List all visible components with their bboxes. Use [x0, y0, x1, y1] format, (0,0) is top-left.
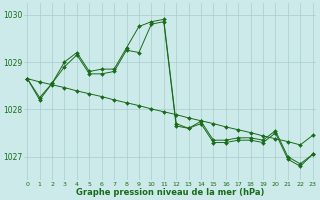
- X-axis label: Graphe pression niveau de la mer (hPa): Graphe pression niveau de la mer (hPa): [76, 188, 264, 197]
